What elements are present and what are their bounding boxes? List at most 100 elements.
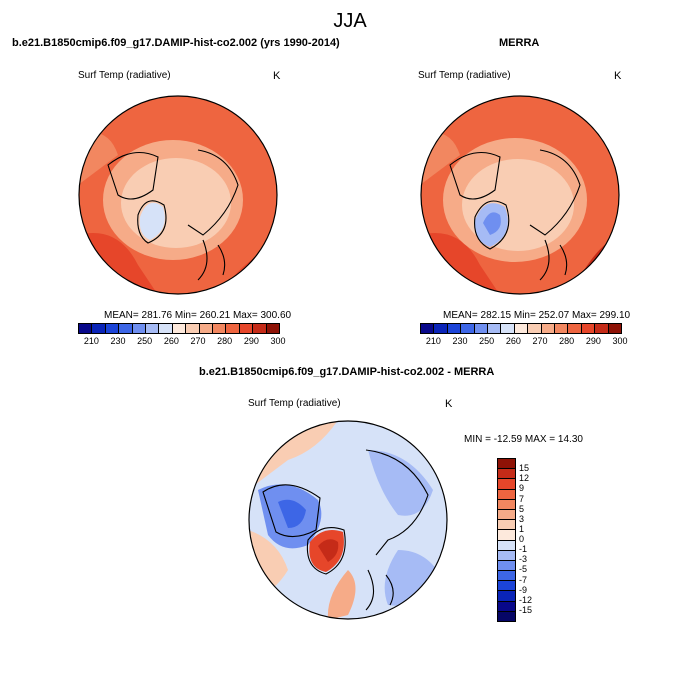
diff-coast-greenland [306,527,346,575]
colorbar-swatch [498,591,515,602]
diff-coast-eurasia [365,449,429,556]
colorbar-swatch [421,324,435,333]
diff-colorbar [497,458,516,622]
colorbar-swatch [498,611,515,621]
diff-field-warm-atlantic [327,570,356,619]
panel2-coast-europe [539,239,568,281]
colorbar-swatch [213,324,227,333]
diff-units: K [445,398,453,410]
colorbar-swatch [498,499,515,510]
panel1-field-arctic [121,158,231,248]
colorbar-swatch [119,324,133,333]
colorbar-swatch [498,489,515,500]
diff-polar-map [248,420,448,620]
colorbar-tick-label: 300 [612,336,628,346]
panel1-units: K [273,70,281,82]
colorbar-tick-label: 3 [519,513,525,524]
colorbar-swatch [105,324,120,333]
colorbar-tick-label: 5 [519,503,525,514]
panel1-colorbar [78,323,280,334]
diff-stats: MIN = -12.59 MAX = 14.30 [464,434,583,445]
colorbar-tick-label: 7 [519,493,525,504]
colorbar-swatch [92,324,106,333]
colorbar-tick-label: 1 [519,523,525,534]
colorbar-tick-label: 230 [452,336,468,346]
colorbar-tick-label: 9 [519,483,525,494]
colorbar-swatch [159,324,173,333]
colorbar-tick-label: 290 [243,336,259,346]
diff-field-colder-canada [278,499,306,528]
panel2-coast-eurasia [529,149,581,236]
colorbar-tick-label: 210 [425,336,441,346]
colorbar-swatch [528,324,542,333]
colorbar-tick-label: 270 [190,336,206,346]
diff-field-greenland-core [318,539,339,562]
colorbar-swatch [266,324,280,333]
colorbar-swatch [498,530,515,541]
colorbar-swatch [199,324,214,333]
colorbar-swatch [461,324,475,333]
colorbar-swatch [498,571,515,582]
colorbar-swatch [79,324,93,333]
colorbar-tick-label: -7 [519,574,528,585]
panel2-colorbar [420,323,622,334]
colorbar-tick-label: 250 [479,336,495,346]
colorbar-swatch [501,324,515,333]
colorbar-swatch [434,324,448,333]
colorbar-swatch [498,601,515,612]
colorbar-tick-label: 210 [83,336,99,346]
colorbar-swatch [498,479,515,490]
colorbar-swatch [498,509,515,521]
panel2-stats: MEAN= 282.15 Min= 252.07 Max= 299.10 [443,310,631,321]
panel1-coast-greenland [137,200,167,244]
panel1-coast-canada [107,151,159,200]
colorbar-swatch [498,581,515,592]
colorbar-tick-label: 260 [505,336,521,346]
colorbar-swatch [608,324,622,333]
panel2-polar-map [420,95,620,295]
colorbar-swatch [132,324,147,333]
colorbar-tick-label: 290 [585,336,601,346]
colorbar-tick-label: -9 [519,584,528,595]
panel2-variable: Surf Temp (radiative) [418,70,511,81]
colorbar-swatch [541,324,556,333]
colorbar-swatch [498,560,515,572]
colorbar-swatch [581,324,596,333]
panel2-coast-canada [449,151,501,200]
panel1-title: b.e21.B1850cmip6.f09_g17.DAMIP-hist-co2.… [12,37,340,49]
panel1-coast-europe [197,239,226,281]
colorbar-tick-label: -15 [519,604,533,615]
colorbar-swatch [498,520,515,531]
colorbar-swatch [555,324,569,333]
diff-coast-europe [365,569,394,611]
panel1-polar-map [78,95,278,295]
diff-coast-canada [262,484,321,538]
colorbar-tick-label: 280 [559,336,575,346]
panel1-map-border [78,95,278,295]
colorbar-tick-label: -3 [519,554,528,565]
colorbar-swatch [498,469,515,480]
colorbar-tick-label: 12 [519,473,530,484]
panel2-field-greenland-core [483,212,501,235]
colorbar-swatch [498,459,515,470]
colorbar-swatch [595,324,609,333]
colorbar-swatch [514,324,529,333]
colorbar-tick-label: 270 [532,336,548,346]
colorbar-tick-label: 280 [217,336,233,346]
colorbar-tick-label: 230 [110,336,126,346]
panel2-map-border [420,95,620,295]
panel1-variable: Surf Temp (radiative) [78,70,171,81]
colorbar-swatch [226,324,240,333]
colorbar-tick-label: -5 [519,564,528,575]
colorbar-swatch [239,324,254,333]
colorbar-swatch [146,324,160,333]
colorbar-tick-label: 15 [519,463,530,474]
diff-field-cool-siberia [368,450,433,516]
colorbar-tick-label: 250 [137,336,153,346]
colorbar-swatch [488,324,502,333]
colorbar-tick-label: 0 [519,534,525,544]
colorbar-tick-label: 260 [163,336,179,346]
diff-variable: Surf Temp (radiative) [248,398,341,409]
colorbar-swatch [474,324,489,333]
panel2-title: MERRA [499,37,540,49]
